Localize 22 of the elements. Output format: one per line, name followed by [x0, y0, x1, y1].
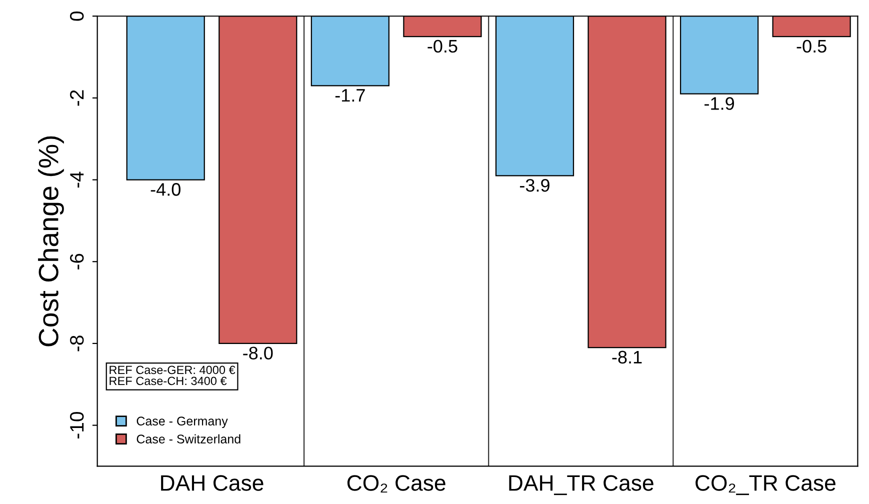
y-tick-label: -2	[70, 90, 84, 106]
data-label: -1.7	[335, 89, 365, 102]
y-axis-title: Cost Change (%)	[38, 136, 64, 346]
data-label: -1.9	[704, 97, 734, 110]
y-tick-label: -4	[70, 172, 84, 188]
data-label: -3.9	[520, 178, 550, 192]
legend-label: Case - Switzerland	[136, 434, 240, 444]
y-tick-label: 0	[70, 11, 84, 21]
x-tick-label: CO₂ Case	[347, 475, 446, 493]
y-tick-label: -10	[70, 412, 84, 438]
data-label: -8.0	[243, 346, 273, 360]
x-tick-label: DAH Case	[161, 475, 264, 491]
data-label: -0.5	[796, 40, 826, 53]
x-tick-label: DAH_TR Case	[509, 475, 654, 496]
data-label: -0.5	[428, 40, 458, 53]
y-tick-label: -6	[70, 254, 84, 270]
data-label: -8.1	[612, 350, 642, 364]
data-label: -4.0	[150, 183, 180, 196]
annotation: REF Case-GER: 4000 € REF Case-CH: 3400 €	[110, 366, 236, 386]
legend-label: Case - Germany	[136, 416, 228, 428]
x-tick-label: CO₂_TR Case	[696, 475, 836, 496]
y-tick-label: -8	[70, 336, 84, 352]
